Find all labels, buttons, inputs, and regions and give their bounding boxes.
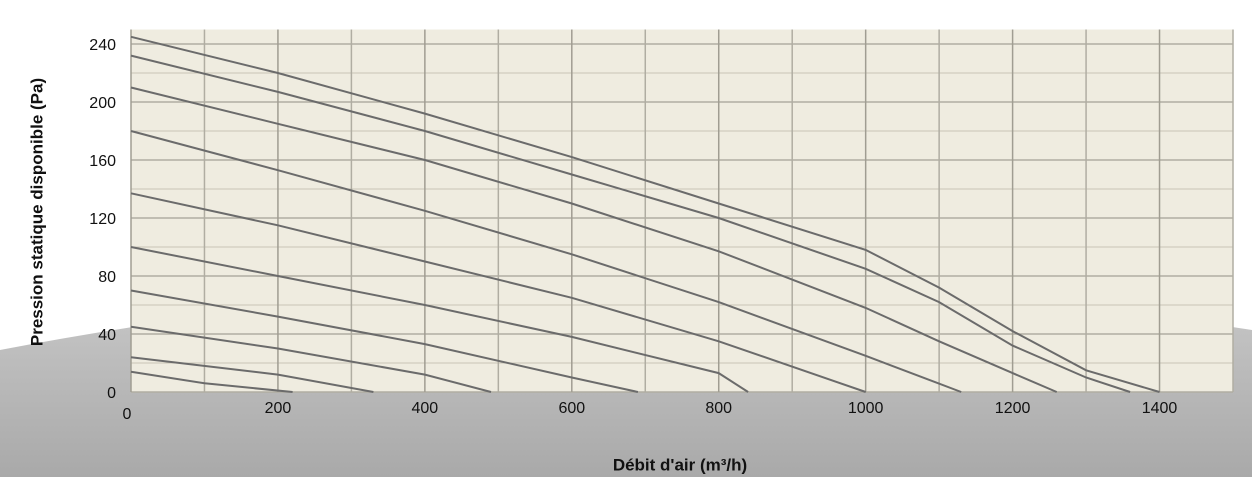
y-tick-label: 120	[89, 211, 116, 228]
curve	[130, 35, 1160, 393]
x-tick-label: 1200	[995, 400, 1031, 417]
x-tick-label: 800	[705, 400, 732, 417]
curve	[130, 370, 293, 393]
x-tick-label: 600	[558, 400, 585, 417]
plot-area	[131, 29, 1233, 392]
curve	[130, 289, 639, 393]
y-tick-label: 80	[98, 269, 116, 286]
curve	[130, 325, 492, 393]
x-tick-label: 400	[412, 400, 439, 417]
y-tick-label: 160	[89, 153, 116, 170]
x-tick-label: 200	[265, 400, 292, 417]
x-tick-label: 0	[123, 406, 132, 423]
curve	[130, 130, 962, 393]
curve	[130, 356, 374, 393]
curve	[130, 246, 749, 393]
x-tick-label: 1000	[848, 400, 884, 417]
curve	[130, 86, 1058, 393]
curve	[130, 54, 1131, 393]
y-tick-label: 0	[107, 385, 116, 402]
curve	[130, 192, 867, 393]
y-tick-label: 240	[89, 37, 116, 54]
y-tick-label: 200	[89, 95, 116, 112]
y-tick-label: 40	[98, 327, 116, 344]
x-tick-label: 1400	[1142, 400, 1178, 417]
x-axis-title: Débit d'air (m³/h)	[613, 455, 747, 474]
y-axis-title: Pression statique disponible (Pa)	[27, 78, 46, 346]
